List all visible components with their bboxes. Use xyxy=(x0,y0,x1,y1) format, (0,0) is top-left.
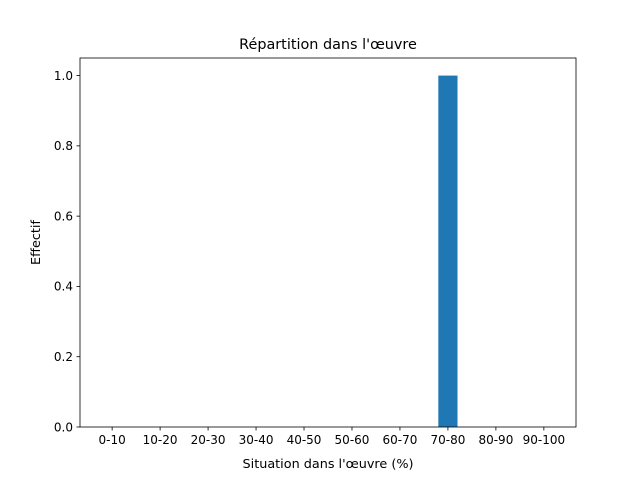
y-tick-label: 0.4 xyxy=(54,280,73,294)
bars xyxy=(438,75,458,428)
y-tick-label: 1.0 xyxy=(54,69,73,83)
axes-frame xyxy=(79,57,577,428)
x-tick-label: 20-30 xyxy=(191,433,226,447)
x-tick-label: 40-50 xyxy=(287,433,322,447)
y-tick-label: 0.6 xyxy=(54,209,73,223)
x-tick-label: 80-90 xyxy=(478,433,513,447)
x-tick-label: 70-80 xyxy=(430,433,465,447)
x-axis-ticks: 0-10 10-20 20-30 30-40 40-50 50-60 60-70 70-80 8… xyxy=(99,427,566,447)
y-axis-ticks: 0.0 0.2 0.4 0.6 0.8 1.0 xyxy=(54,69,80,434)
y-tick-label: 0.0 xyxy=(54,420,73,434)
x-tick-label: 50-60 xyxy=(335,433,370,447)
x-tick-label: 60-70 xyxy=(383,433,418,447)
x-tick-label: 10-20 xyxy=(143,433,178,447)
chart-title: Répartition dans l'œuvre xyxy=(239,37,417,53)
x-tick-label: 0-10 xyxy=(99,433,126,447)
y-tick-label: 0.2 xyxy=(54,350,73,364)
bar-70-80 xyxy=(438,75,458,428)
x-tick-label: 90-100 xyxy=(523,433,566,447)
y-tick-label: 0.8 xyxy=(54,139,73,153)
x-axis-label: Situation dans l'œuvre (%) xyxy=(243,457,414,472)
y-axis-label: Effectif xyxy=(29,220,44,265)
x-tick-label: 30-40 xyxy=(239,433,274,447)
